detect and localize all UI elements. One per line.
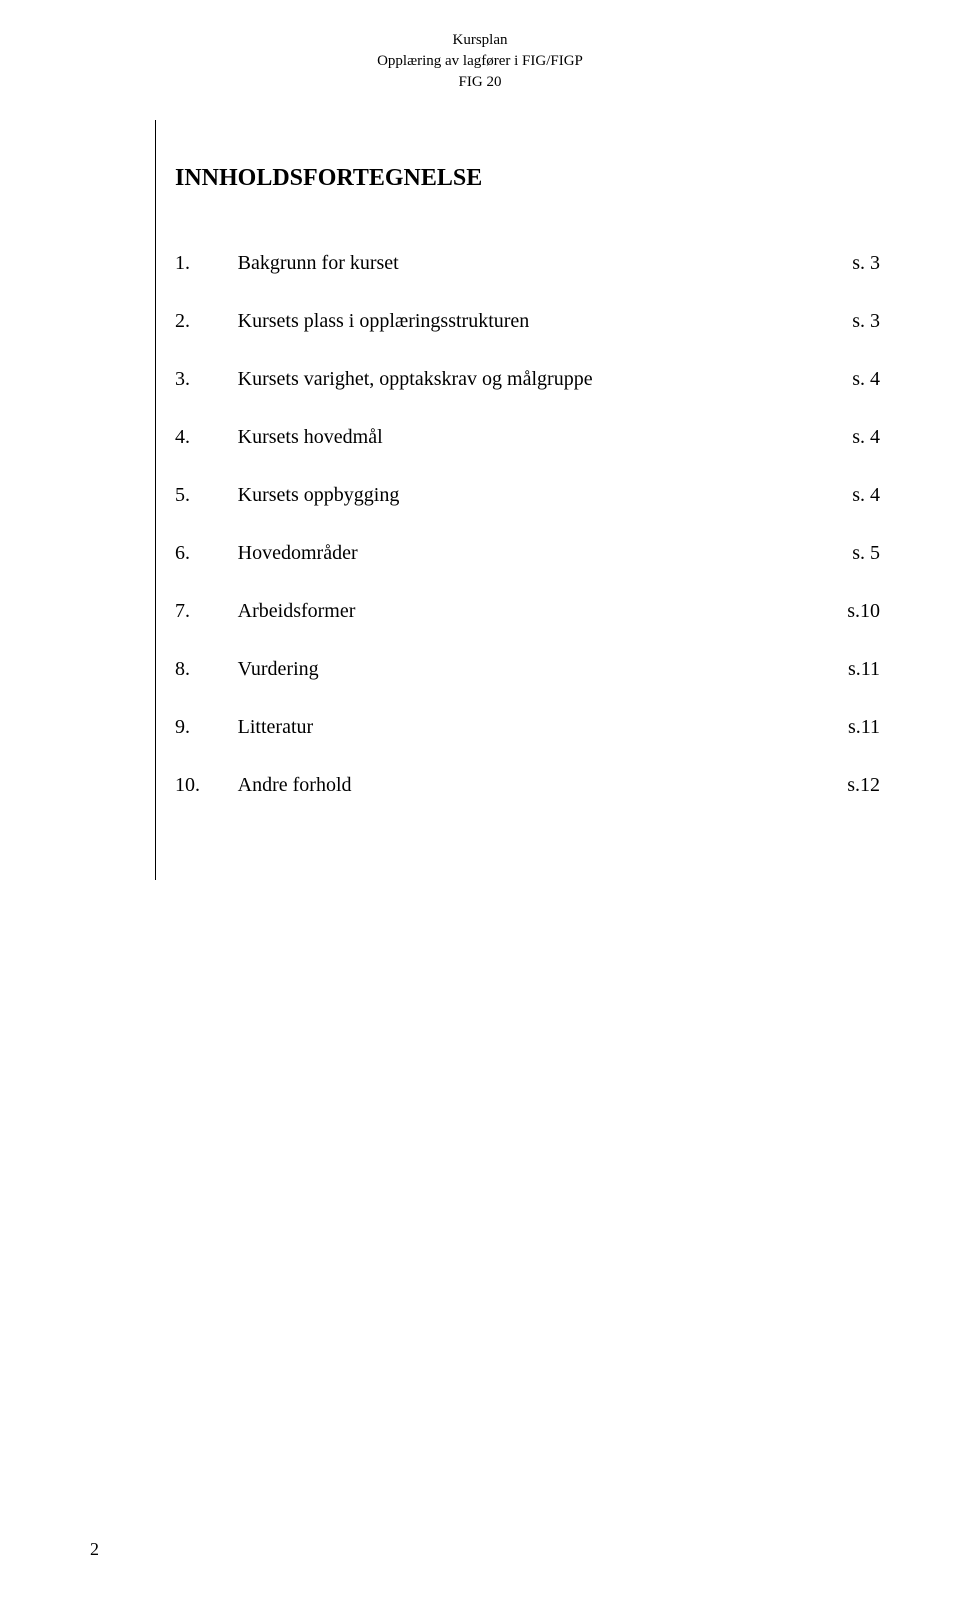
toc-description: Kursets oppbygging [238, 484, 823, 542]
vertical-divider [155, 120, 156, 880]
toc-row: 4. Kursets hovedmål s. 4 [175, 426, 880, 484]
toc-description: Vurdering [238, 658, 823, 716]
toc-row: 5. Kursets oppbygging s. 4 [175, 484, 880, 542]
toc-description: Hovedområder [238, 542, 823, 600]
toc-row: 6. Hovedområder s. 5 [175, 542, 880, 600]
toc-page: s. 3 [823, 252, 880, 310]
toc-page: s.11 [823, 658, 880, 716]
header-line-2: Opplæring av lagfører i FIG/FIGP [0, 51, 960, 72]
toc-page: s.11 [823, 716, 880, 774]
toc-description: Litteratur [238, 716, 823, 774]
toc-number: 2. [175, 310, 238, 368]
toc-number: 6. [175, 542, 238, 600]
toc-number: 7. [175, 600, 238, 658]
toc-page: s.12 [823, 774, 880, 832]
toc-table: 1. Bakgrunn for kurset s. 3 2. Kursets p… [175, 252, 880, 832]
page-header: Kursplan Opplæring av lagfører i FIG/FIG… [0, 0, 960, 93]
toc-number: 8. [175, 658, 238, 716]
toc-row: 1. Bakgrunn for kurset s. 3 [175, 252, 880, 310]
toc-description: Kursets hovedmål [238, 426, 823, 484]
toc-number: 10. [175, 774, 238, 832]
toc-page: s.10 [823, 600, 880, 658]
toc-number: 9. [175, 716, 238, 774]
toc-page: s. 3 [823, 310, 880, 368]
toc-row: 9. Litteratur s.11 [175, 716, 880, 774]
toc-page: s. 5 [823, 542, 880, 600]
toc-page: s. 4 [823, 426, 880, 484]
toc-title: INNHOLDSFORTEGNELSE [175, 165, 880, 192]
toc-row: 3. Kursets varighet, opptakskrav og målg… [175, 368, 880, 426]
toc-row: 7. Arbeidsformer s.10 [175, 600, 880, 658]
toc-row: 10. Andre forhold s.12 [175, 774, 880, 832]
toc-number: 1. [175, 252, 238, 310]
toc-page: s. 4 [823, 368, 880, 426]
document-page: Kursplan Opplæring av lagfører i FIG/FIG… [0, 0, 960, 1600]
toc-number: 4. [175, 426, 238, 484]
toc-row: 8. Vurdering s.11 [175, 658, 880, 716]
toc-description: Andre forhold [238, 774, 823, 832]
toc-description: Bakgrunn for kurset [238, 252, 823, 310]
content-area: INNHOLDSFORTEGNELSE 1. Bakgrunn for kurs… [175, 165, 880, 832]
toc-row: 2. Kursets plass i opplæringsstrukturen … [175, 310, 880, 368]
page-number: 2 [90, 1539, 99, 1560]
header-line-3: FIG 20 [0, 72, 960, 93]
toc-description: Kursets varighet, opptakskrav og målgrup… [238, 368, 823, 426]
header-line-1: Kursplan [0, 30, 960, 51]
toc-page: s. 4 [823, 484, 880, 542]
toc-description: Kursets plass i opplæringsstrukturen [238, 310, 823, 368]
toc-number: 3. [175, 368, 238, 426]
toc-number: 5. [175, 484, 238, 542]
toc-description: Arbeidsformer [238, 600, 823, 658]
